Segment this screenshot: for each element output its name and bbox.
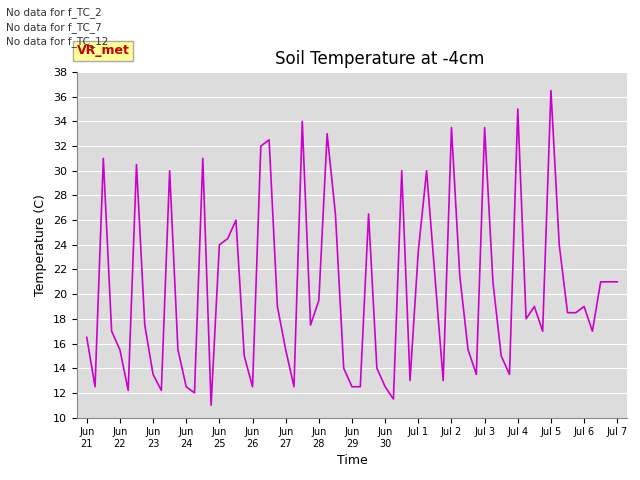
Text: No data for f_TC_12: No data for f_TC_12 [6,36,109,47]
Y-axis label: Temperature (C): Temperature (C) [35,194,47,296]
Text: No data for f_TC_2: No data for f_TC_2 [6,7,102,18]
Title: Soil Temperature at -4cm: Soil Temperature at -4cm [275,49,484,68]
X-axis label: Time: Time [337,455,367,468]
Text: No data for f_TC_7: No data for f_TC_7 [6,22,102,33]
Text: VR_met: VR_met [77,44,130,57]
